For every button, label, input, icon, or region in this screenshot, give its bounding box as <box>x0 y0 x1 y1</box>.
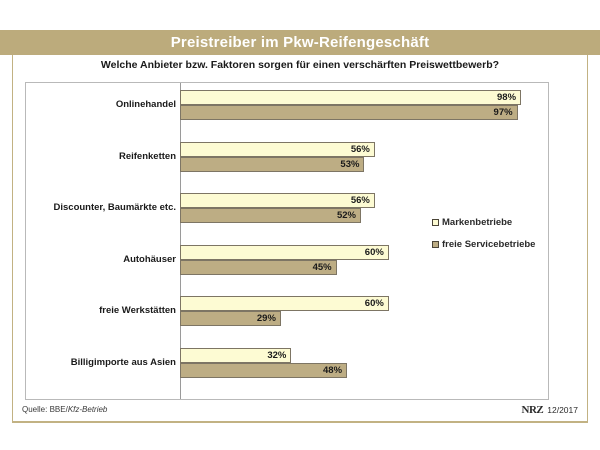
category-label: freie Werkstätten <box>99 305 176 316</box>
bar-1 <box>180 362 348 378</box>
bar-value-label: 45% <box>312 261 332 273</box>
bar-1 <box>180 311 281 326</box>
bar-value-label: 53% <box>340 158 360 170</box>
footer-branding: NRZ 12/2017 <box>522 404 578 416</box>
legend-label: Markenbetriebe <box>442 216 513 228</box>
bar-0 <box>180 244 389 260</box>
bar-value-label: 56% <box>350 143 370 155</box>
bar-0 <box>180 193 375 208</box>
bar-value-label: 48% <box>323 364 343 376</box>
chart-legend: Markenbetriebe freie Servicebetriebe <box>432 214 535 258</box>
bar-0 <box>180 141 375 157</box>
frame-left-rule <box>12 30 13 422</box>
bar-1 <box>180 105 518 120</box>
bar-0 <box>180 296 389 311</box>
bar-value-label: 52% <box>336 210 356 221</box>
source-prefix: Quelle: BBE/ <box>22 405 68 414</box>
bar-value-label: 60% <box>364 246 384 258</box>
legend-swatch-icon <box>432 240 439 248</box>
bar-value-label: 32% <box>267 349 287 361</box>
page-title: Preistreiber im Pkw-Reifengeschäft <box>170 34 430 51</box>
value-axis-line <box>180 83 181 399</box>
bar-value-label: 56% <box>350 195 370 206</box>
bar-0 <box>180 347 292 363</box>
plot-area <box>25 82 549 400</box>
category-label: Reifenketten <box>118 150 176 162</box>
issue-date: 12/2017 <box>547 405 578 415</box>
bar-0 <box>180 90 522 105</box>
frame-right-rule <box>587 30 588 422</box>
bar-1 <box>180 259 337 275</box>
bar-value-label: 97% <box>493 107 513 118</box>
legend-item-freie-servicebetriebe: freie Servicebetriebe <box>432 236 535 252</box>
frame-bottom-rule <box>12 421 588 423</box>
category-label: Autohäuser <box>123 253 176 265</box>
source-note: Quelle: BBE/Kfz-Betrieb <box>22 405 107 414</box>
category-label: Billigimporte aus Asien <box>70 356 176 368</box>
title-bar <box>0 30 600 55</box>
bar-value-label: 98% <box>497 92 517 103</box>
legend-swatch-icon <box>432 218 439 226</box>
legend-item-markenbetriebe: Markenbetriebe <box>432 214 535 230</box>
bar-1 <box>180 156 365 172</box>
category-label: Discounter, Baumärkte etc. <box>53 202 177 213</box>
legend-label: freie Servicebetriebe <box>442 238 536 250</box>
category-label: Onlinehandel <box>115 99 176 110</box>
bar-1 <box>180 208 361 223</box>
bar-value-label: 29% <box>256 313 276 324</box>
nrz-logo: NRZ <box>521 404 544 416</box>
page-subtitle: Welche Anbieter bzw. Faktoren sorgen für… <box>100 59 500 71</box>
bar-value-label: 60% <box>364 298 384 309</box>
source-publication: Kfz-Betrieb <box>67 405 108 414</box>
